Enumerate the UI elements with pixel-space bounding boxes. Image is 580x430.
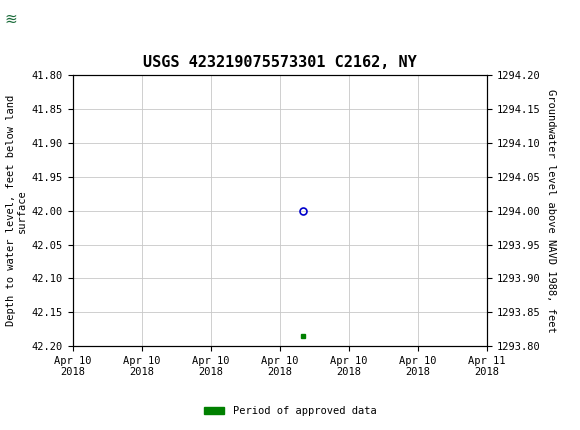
- Title: USGS 423219075573301 C2162, NY: USGS 423219075573301 C2162, NY: [143, 55, 416, 70]
- Bar: [3, 3, 70, 38]
- Y-axis label: Depth to water level, feet below land
surface: Depth to water level, feet below land su…: [6, 95, 27, 326]
- Text: ≋: ≋: [5, 12, 17, 27]
- Text: USGS: USGS: [74, 13, 121, 28]
- Y-axis label: Groundwater level above NAVD 1988, feet: Groundwater level above NAVD 1988, feet: [546, 89, 556, 332]
- Legend: Period of approved data: Period of approved data: [200, 402, 380, 421]
